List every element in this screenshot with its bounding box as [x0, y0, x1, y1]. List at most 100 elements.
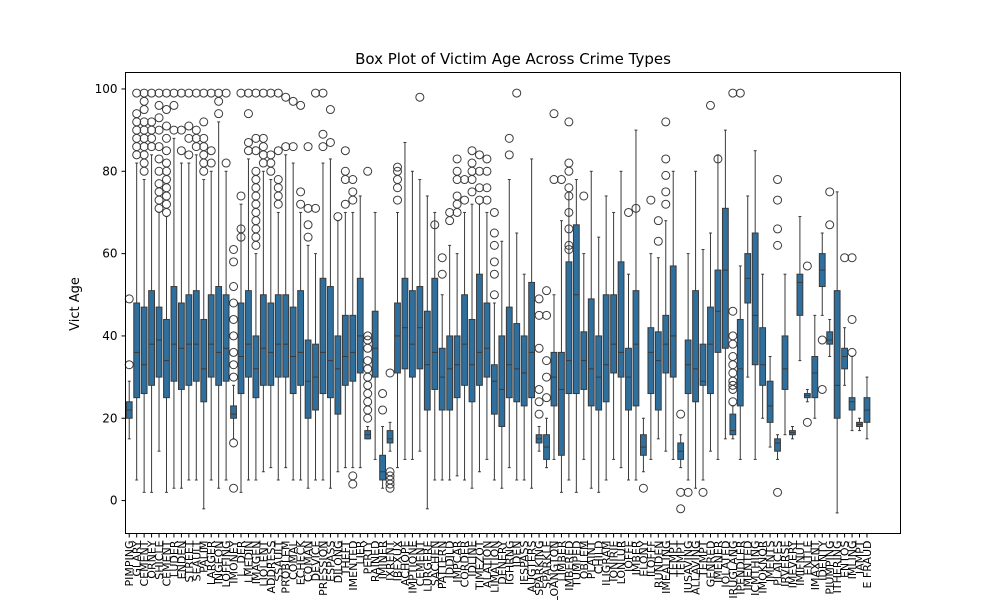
- outlier-point: [728, 306, 738, 316]
- iqr-box: [446, 335, 454, 411]
- outlier-point: [728, 339, 738, 349]
- outlier-point: [564, 158, 574, 168]
- x-tick-label: LUDER: [168, 540, 181, 577]
- box-group: [595, 236, 603, 493]
- x-tick-label: PROBLEM: [280, 541, 293, 594]
- iqr-box: [826, 331, 834, 345]
- outlier-point: [713, 154, 723, 164]
- outlier-point: [243, 88, 253, 98]
- outlier-point: [214, 96, 224, 106]
- x-tick-label: IONIRIE: [608, 540, 621, 581]
- x-tick-label: IMENER: [712, 540, 725, 583]
- outlier-point: [363, 335, 373, 345]
- iqr-box: [774, 438, 781, 452]
- outlier-point: [229, 347, 239, 357]
- x-tick-label: GENRED: [704, 541, 717, 588]
- iqr-box: [423, 310, 431, 411]
- outlier-point: [206, 88, 216, 98]
- x-tick-label: PALIM: [198, 541, 211, 573]
- outlier-point: [504, 133, 514, 143]
- outlier-point: [288, 142, 298, 152]
- y-axis-label: Vict Age: [68, 277, 83, 331]
- outlier-point: [266, 166, 276, 176]
- outlier-point: [661, 154, 671, 164]
- iqr-box: [528, 281, 536, 399]
- iqr-box: [341, 314, 349, 386]
- box-group: [773, 175, 783, 497]
- outlier-point: [676, 409, 686, 419]
- x-tick-label: ENTOS: [839, 540, 852, 578]
- outlier-point: [251, 88, 261, 98]
- iqr-box: [684, 339, 692, 395]
- outlier-point: [542, 372, 552, 382]
- outlier-point: [847, 314, 857, 324]
- x-tick-label: COMAL: [287, 540, 300, 580]
- x-tick-label: IMOKNOR: [757, 540, 770, 593]
- box-group: [401, 141, 409, 460]
- outlier-point: [542, 286, 552, 296]
- x-tick-label: IDLINE: [466, 540, 479, 576]
- x-tick-label: IMINER: [377, 540, 390, 579]
- x-axis-tick-labels: PIMPINGGLARYCEMENTORNEYSHICLECEMENTLUDER…: [123, 533, 874, 602]
- iqr-box: [349, 314, 357, 382]
- outlier-point: [176, 125, 186, 135]
- x-tick-label: SSAULT: [272, 540, 285, 581]
- iqr-box: [602, 294, 610, 403]
- x-tick-label: IOFFE: [623, 540, 636, 572]
- outlier-point: [229, 244, 239, 254]
- box-group: [528, 158, 536, 489]
- outlier-point: [132, 133, 142, 143]
- iqr-box: [513, 323, 521, 403]
- box-group: [638, 417, 648, 493]
- outlier-point: [631, 203, 641, 213]
- outlier-point: [229, 360, 239, 370]
- outlier-point: [139, 96, 149, 106]
- box-group: [751, 150, 759, 460]
- iqr-box: [781, 335, 789, 390]
- outlier-point: [154, 88, 164, 98]
- box-group: [549, 109, 559, 460]
- iqr-box: [222, 294, 230, 382]
- box-group: [520, 273, 528, 481]
- x-tick-label: RAINED: [369, 541, 382, 583]
- outlier-point: [363, 389, 373, 399]
- x-tick-label: ENDEN: [175, 541, 188, 580]
- outlier-point: [728, 352, 738, 362]
- x-tick-label: CORDER: [459, 540, 472, 587]
- outlier-point: [564, 224, 574, 234]
- outlier-point: [124, 360, 134, 370]
- box-group: [683, 253, 693, 497]
- x-tick-label: LIOLENT: [257, 540, 270, 586]
- box-group: [333, 212, 343, 473]
- outlier-point: [445, 207, 455, 217]
- box-group: [288, 96, 298, 481]
- outlier-point: [199, 166, 209, 176]
- iqr-box: [356, 277, 364, 374]
- box-group: [504, 133, 514, 469]
- outlier-point: [251, 191, 261, 201]
- x-tick-label: E FRAUD: [861, 541, 874, 589]
- x-tick-label: IBEXUX: [391, 540, 404, 581]
- x-tick-label: IMONEY: [228, 540, 241, 584]
- outlier-point: [273, 146, 283, 156]
- x-tick-label: OBLEM: [578, 541, 591, 580]
- outlier-point: [482, 154, 492, 164]
- box-group: [856, 417, 863, 432]
- x-tick-label: IMBER: [630, 540, 643, 575]
- x-tick-label: TEMPT: [667, 540, 680, 578]
- outlier-point: [802, 417, 812, 427]
- outlier-point: [460, 195, 470, 205]
- iqr-box: [282, 294, 290, 378]
- box-group: [721, 129, 729, 440]
- outlier-point: [251, 146, 261, 156]
- outlier-point: [251, 216, 261, 226]
- x-tick-label: ALLAVING: [690, 541, 703, 595]
- x-tick-label: RUNDEN: [652, 541, 665, 589]
- iqr-box: [207, 294, 215, 378]
- box-group: [124, 294, 134, 440]
- outlier-point: [489, 228, 499, 238]
- outlier-point: [229, 331, 239, 341]
- box-group: [653, 216, 663, 440]
- iqr-box: [520, 335, 528, 407]
- x-tick-label: IRUGLANG: [727, 541, 740, 599]
